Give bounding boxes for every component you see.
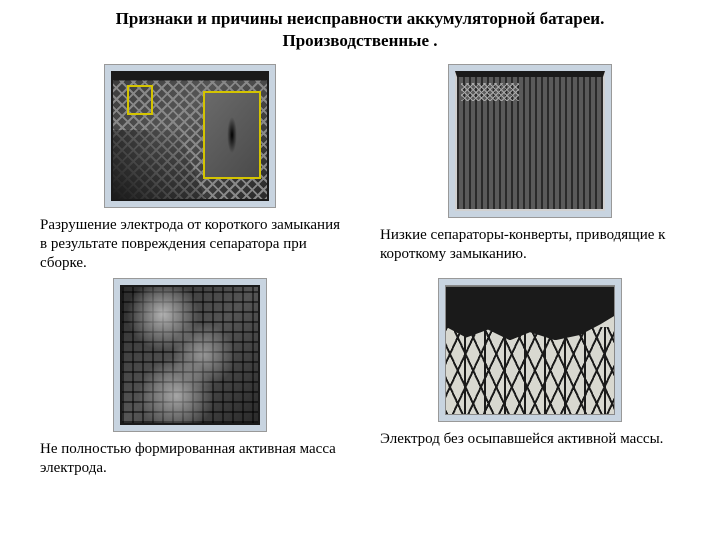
figure-frame-4 [380, 278, 680, 422]
caption-2: Низкие сепараторы-конверты, приводящие к… [380, 226, 680, 264]
title-line-2: Производственные . [282, 31, 437, 50]
electrode-no-shedding-image [445, 285, 615, 415]
caption-1: Разрушение электрода от короткого замыка… [40, 216, 340, 272]
caption-3: Не полностью формированная активная масс… [40, 440, 340, 478]
low-separator-image [455, 71, 605, 211]
highlight-box-zoom [203, 91, 261, 179]
figure-cell-4: Электрод без осыпавшейся активной массы. [380, 278, 680, 478]
figure-cell-3: Не полностью формированная активная масс… [40, 278, 340, 478]
figure-frame-3 [40, 278, 340, 432]
highlight-box-small [127, 85, 153, 115]
figure-cell-1: Разрушение электрода от короткого замыка… [40, 64, 340, 272]
figure-frame-2 [380, 64, 680, 218]
unformed-active-mass-image [120, 285, 260, 425]
caption-4: Электрод без осыпавшейся активной массы. [380, 430, 680, 449]
title-line-1: Признаки и причины неисправности аккумул… [116, 9, 605, 28]
page-title: Признаки и причины неисправности аккумул… [0, 0, 720, 56]
figure-frame-1 [40, 64, 340, 208]
figure-cell-2: Низкие сепараторы-конверты, приводящие к… [380, 64, 680, 272]
electrode-short-circuit-image [111, 71, 269, 201]
figure-grid: Разрушение электрода от короткого замыка… [0, 56, 720, 486]
